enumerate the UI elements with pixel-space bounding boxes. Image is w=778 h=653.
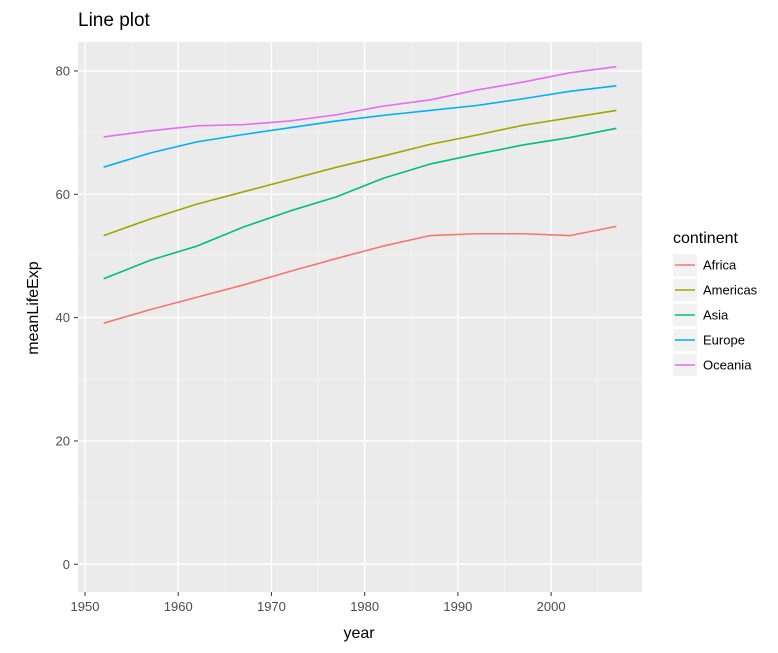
series-line-asia xyxy=(103,127,617,280)
y-tick-label: 20 xyxy=(56,433,70,448)
x-tick-label: 2000 xyxy=(537,599,566,614)
legend-label: Americas xyxy=(703,283,758,298)
legend-label: Africa xyxy=(703,258,737,273)
x-tick-label: 1990 xyxy=(443,599,472,614)
series-line-americas xyxy=(103,109,617,237)
y-tick-label: 60 xyxy=(56,187,70,202)
legend-item-oceania: Oceania xyxy=(673,354,752,376)
series-line-africa xyxy=(103,225,617,324)
x-tick-label: 1950 xyxy=(71,599,100,614)
y-tick-label: 40 xyxy=(56,310,70,325)
y-tick-label: 0 xyxy=(63,557,70,572)
x-axis-title: year xyxy=(343,625,375,642)
legend-item-asia: Asia xyxy=(673,304,729,326)
x-tick-label: 1970 xyxy=(257,599,286,614)
x-tick-label: 1980 xyxy=(350,599,379,614)
y-tick-label: 80 xyxy=(56,63,70,78)
legend-item-africa: Africa xyxy=(673,254,737,276)
series-line-oceania xyxy=(103,65,617,138)
chart-title: Line plot xyxy=(78,10,151,31)
legend-item-americas: Americas xyxy=(673,279,758,301)
y-axis-title: meanLifeExp xyxy=(25,261,42,354)
plot-panel xyxy=(78,42,642,592)
legend-label: Oceania xyxy=(703,358,752,373)
legend-item-europe: Europe xyxy=(673,329,745,351)
legend: continent Africa Americas Asia Europe Oceani… xyxy=(673,230,758,376)
x-axis: 1950 1960 1970 1980 1990 2000 xyxy=(71,592,566,614)
legend-label: Asia xyxy=(703,308,729,323)
x-tick-label: 1960 xyxy=(164,599,193,614)
series-line-europe xyxy=(103,84,617,168)
legend-label: Europe xyxy=(703,333,745,348)
legend-title: continent xyxy=(673,230,738,247)
y-axis: 0 20 40 60 80 xyxy=(56,63,78,572)
